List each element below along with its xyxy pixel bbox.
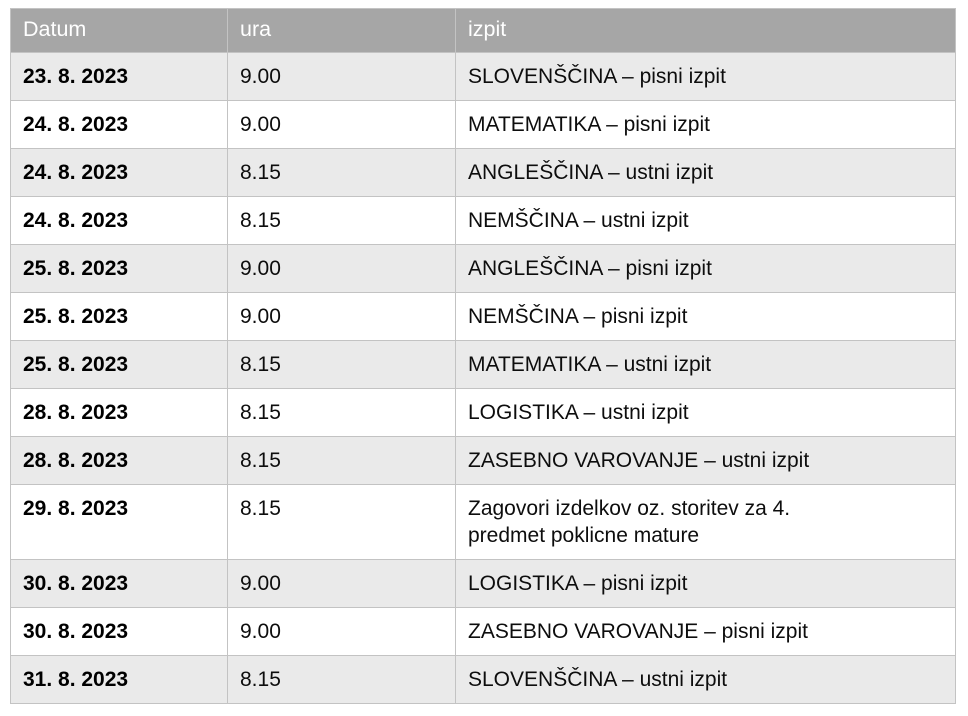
cell-izpit: ZASEBNO VAROVANJE – ustni izpit	[455, 436, 956, 485]
cell-izpit: NEMŠČINA – pisni izpit	[455, 292, 956, 341]
table-row: 24. 8. 2023 9.00 MATEMATIKA – pisni izpi…	[10, 100, 956, 149]
table-row: 25. 8. 2023 9.00 ANGLEŠČINA – pisni izpi…	[10, 244, 956, 293]
cell-izpit: MATEMATIKA – pisni izpit	[455, 100, 956, 149]
cell-datum: 25. 8. 2023	[10, 340, 228, 389]
cell-ura: 8.15	[227, 196, 456, 245]
cell-izpit: ANGLEŠČINA – ustni izpit	[455, 148, 956, 197]
cell-datum: 25. 8. 2023	[10, 292, 228, 341]
cell-ura: 8.15	[227, 436, 456, 485]
cell-datum: 28. 8. 2023	[10, 436, 228, 485]
table-row: 30. 8. 2023 9.00 ZASEBNO VAROVANJE – pis…	[10, 607, 956, 656]
cell-izpit: SLOVENŠČINA – ustni izpit	[455, 655, 956, 704]
cell-izpit: MATEMATIKA – ustni izpit	[455, 340, 956, 389]
cell-ura: 9.00	[227, 607, 456, 656]
cell-ura: 8.15	[227, 655, 456, 704]
exam-schedule-table: Datum ura izpit 23. 8. 2023 9.00 SLOVENŠ…	[10, 8, 956, 704]
cell-datum: 24. 8. 2023	[10, 148, 228, 197]
cell-izpit: LOGISTIKA – pisni izpit	[455, 559, 956, 608]
cell-datum: 29. 8. 2023	[10, 484, 228, 560]
cell-datum: 28. 8. 2023	[10, 388, 228, 437]
table-row: 23. 8. 2023 9.00 SLOVENŠČINA – pisni izp…	[10, 52, 956, 101]
cell-ura: 9.00	[227, 292, 456, 341]
table-row: 30. 8. 2023 9.00 LOGISTIKA – pisni izpit	[10, 559, 956, 608]
cell-izpit: LOGISTIKA – ustni izpit	[455, 388, 956, 437]
cell-datum: 25. 8. 2023	[10, 244, 228, 293]
cell-izpit: SLOVENŠČINA – pisni izpit	[455, 52, 956, 101]
exam-schedule: Datum ura izpit 23. 8. 2023 9.00 SLOVENŠ…	[10, 8, 956, 704]
cell-datum: 23. 8. 2023	[10, 52, 228, 101]
cell-izpit: NEMŠČINA – ustni izpit	[455, 196, 956, 245]
cell-datum: 24. 8. 2023	[10, 196, 228, 245]
table-row: 24. 8. 2023 8.15 ANGLEŠČINA – ustni izpi…	[10, 148, 956, 197]
col-header-ura: ura	[227, 8, 456, 53]
table-row: 31. 8. 2023 8.15 SLOVENŠČINA – ustni izp…	[10, 655, 956, 704]
cell-ura: 9.00	[227, 52, 456, 101]
cell-ura: 9.00	[227, 244, 456, 293]
cell-izpit: Zagovori izdelkov oz. storitev za 4. pre…	[455, 484, 956, 560]
table-body: 23. 8. 2023 9.00 SLOVENŠČINA – pisni izp…	[10, 52, 956, 704]
col-header-datum: Datum	[10, 8, 228, 53]
table-row: 24. 8. 2023 8.15 NEMŠČINA – ustni izpit	[10, 196, 956, 245]
table-row: 25. 8. 2023 8.15 MATEMATIKA – ustni izpi…	[10, 340, 956, 389]
cell-izpit: ANGLEŠČINA – pisni izpit	[455, 244, 956, 293]
table-row: 25. 8. 2023 9.00 NEMŠČINA – pisni izpit	[10, 292, 956, 341]
cell-ura: 8.15	[227, 388, 456, 437]
cell-ura: 9.00	[227, 100, 456, 149]
cell-izpit: ZASEBNO VAROVANJE – pisni izpit	[455, 607, 956, 656]
cell-ura: 8.15	[227, 484, 456, 560]
header-row: Datum ura izpit	[10, 8, 956, 53]
table-row: 28. 8. 2023 8.15 LOGISTIKA – ustni izpit	[10, 388, 956, 437]
cell-ura: 8.15	[227, 148, 456, 197]
table-row: 29. 8. 2023 8.15 Zagovori izdelkov oz. s…	[10, 484, 956, 560]
table-row: 28. 8. 2023 8.15 ZASEBNO VAROVANJE – ust…	[10, 436, 956, 485]
cell-datum: 24. 8. 2023	[10, 100, 228, 149]
cell-ura: 9.00	[227, 559, 456, 608]
col-header-izpit: izpit	[455, 8, 956, 53]
cell-ura: 8.15	[227, 340, 456, 389]
cell-datum: 30. 8. 2023	[10, 607, 228, 656]
cell-datum: 31. 8. 2023	[10, 655, 228, 704]
cell-datum: 30. 8. 2023	[10, 559, 228, 608]
